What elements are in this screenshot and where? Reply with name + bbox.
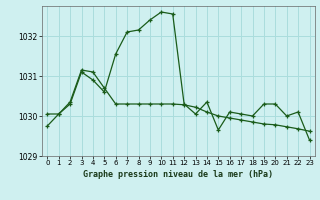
- X-axis label: Graphe pression niveau de la mer (hPa): Graphe pression niveau de la mer (hPa): [84, 170, 273, 179]
